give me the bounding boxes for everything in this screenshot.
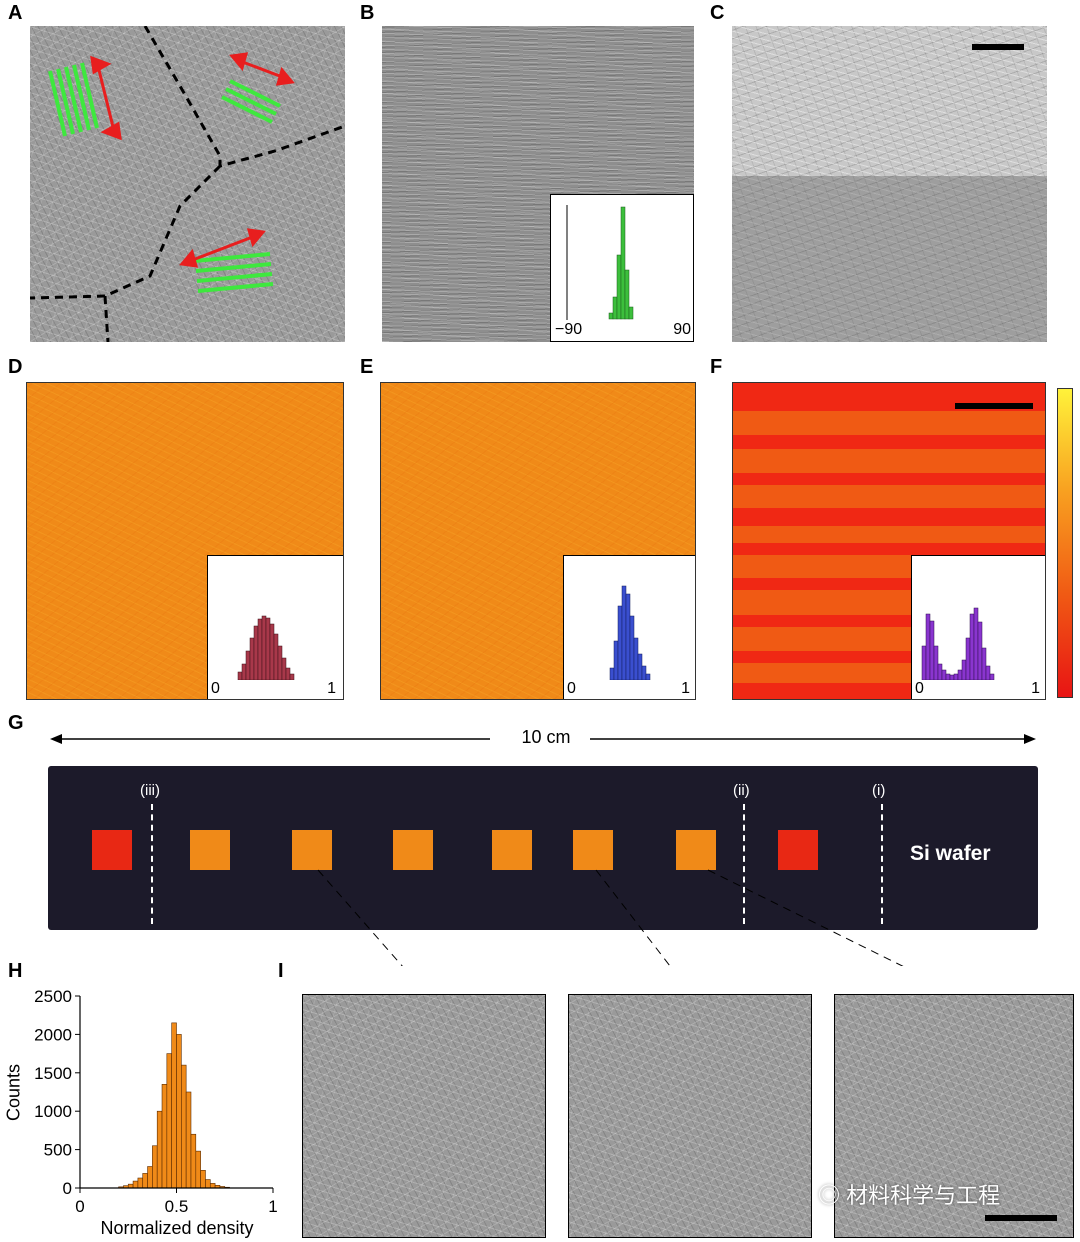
histogram-bar [181, 1064, 187, 1189]
scale-label-g: 10 cm [521, 727, 571, 747]
x-tick-label: 0 [75, 1197, 84, 1216]
sample-square-1 [92, 830, 132, 870]
x-tick-label: 1 [268, 1197, 277, 1216]
wafer-label: Si wafer [910, 842, 991, 865]
sample-square-5 [492, 830, 532, 870]
alignment-lines-3 [194, 252, 274, 293]
x-axis-label: Normalized density [100, 1218, 254, 1238]
histogram-bar [152, 1145, 158, 1189]
inset-d-bars [237, 615, 295, 680]
scale-bar-i [985, 1215, 1057, 1221]
histogram-chart-h: 0 500 1000 1500 2000 2500 0 0.5 1 [34, 987, 278, 1216]
histogram-bar [205, 1179, 211, 1189]
y-tick-label: 1000 [34, 1102, 72, 1121]
inset-e-xmax: 1 [681, 680, 690, 697]
stripe-pattern [733, 383, 1045, 699]
substrate-region [732, 176, 1047, 342]
scale-arrow-g [50, 734, 1036, 744]
si-wafer: (iii) (ii) (i) Si wafer [48, 766, 1038, 930]
sem-image-b: −90 90 [382, 26, 694, 342]
histogram-bar [161, 1084, 168, 1189]
histogram-bar [209, 1183, 216, 1189]
histogram-bar [147, 1166, 153, 1189]
sample-square-4 [393, 830, 433, 870]
cut-line-i [881, 804, 883, 924]
histogram-bar [166, 1053, 172, 1189]
y-tick-label: 2000 [34, 1025, 72, 1044]
inset-f-xmax: 1 [1031, 680, 1040, 697]
watermark: ◎ 材料科学与工程 [818, 1183, 1001, 1208]
panel-label-i: I [278, 960, 284, 982]
inset-d-xmax: 1 [327, 680, 336, 697]
wechat-icon: ◎ [818, 1183, 841, 1208]
panel-label-b: B [360, 2, 375, 24]
sem-image-i-3 [834, 994, 1074, 1238]
cut-line-ii [743, 804, 745, 924]
colorbar [1057, 388, 1073, 698]
histogram-bar [132, 1180, 139, 1189]
histogram-inset-e: 0 1 [563, 555, 695, 699]
y-tick-label: 0 [63, 1179, 72, 1198]
sem-image-a [30, 26, 345, 342]
histogram-bar [137, 1177, 144, 1189]
inset-b-bars [608, 206, 634, 320]
histogram-bar [190, 1133, 197, 1189]
inset-f-xmin: 0 [915, 680, 924, 697]
scale-bar-f [955, 403, 1033, 409]
histogram-inset-f: 0 1 [911, 555, 1045, 699]
sem-image-i-1 [302, 994, 546, 1238]
alignment-lines-1 [48, 62, 99, 137]
panel-label-d: D [8, 356, 23, 378]
histogram-bar [171, 1022, 177, 1189]
histogram-bar [142, 1173, 148, 1189]
panel-label-g: G [8, 712, 24, 734]
alignment-lines-2 [221, 79, 281, 124]
y-tick-label: 2500 [34, 987, 72, 1006]
histogram-inset-b: −90 90 [550, 194, 694, 342]
y-tick-label: 1500 [34, 1064, 72, 1083]
histogram-inset-d: 0 1 [207, 555, 343, 699]
inset-e-xmin: 0 [567, 680, 576, 697]
inset-b-xmin: −90 [555, 321, 583, 338]
histogram-bar [200, 1170, 206, 1189]
scale-bar-c [972, 44, 1024, 50]
sem-image-c [732, 26, 1047, 342]
y-axis-label: Counts [3, 1063, 24, 1122]
sem-image-i-2 [568, 994, 812, 1238]
inset-e-bars [609, 585, 651, 680]
domain-boundaries [30, 26, 345, 342]
zoom-connectors [317, 869, 904, 966]
inset-f-bars [921, 607, 995, 680]
y-tick-label: 500 [44, 1141, 72, 1160]
x-tick-label: 0.5 [165, 1197, 189, 1216]
sample-square-3 [292, 830, 332, 870]
panel-label-a: A [8, 2, 23, 24]
sample-square-8 [778, 830, 818, 870]
sample-square-6 [573, 830, 613, 870]
panel-label-c: C [710, 2, 725, 24]
cut-label-iii: (iii) [140, 782, 160, 799]
sample-square-2 [190, 830, 230, 870]
cut-label-i: (i) [872, 782, 886, 799]
density-map-e: 0 1 [380, 382, 696, 700]
inset-d-xmin: 0 [211, 680, 220, 697]
cut-label-ii: (ii) [733, 782, 750, 799]
histogram-bar [195, 1150, 201, 1189]
density-map-f: 0 1 [732, 382, 1046, 700]
panel-label-e: E [360, 356, 374, 378]
histogram-bar [156, 1110, 163, 1189]
histogram-bar [185, 1091, 192, 1189]
density-map-d: 0 1 [26, 382, 344, 700]
cut-line-iii [151, 804, 153, 924]
orientation-arrows [90, 52, 295, 268]
sample-square-7 [676, 830, 716, 870]
ylabel-wrap: Counts [2, 1032, 26, 1152]
inset-b-xmax: 90 [673, 321, 691, 338]
panel-label-h: H [8, 960, 23, 982]
panel-label-f: F [710, 356, 723, 378]
histogram-bar [176, 1034, 182, 1189]
